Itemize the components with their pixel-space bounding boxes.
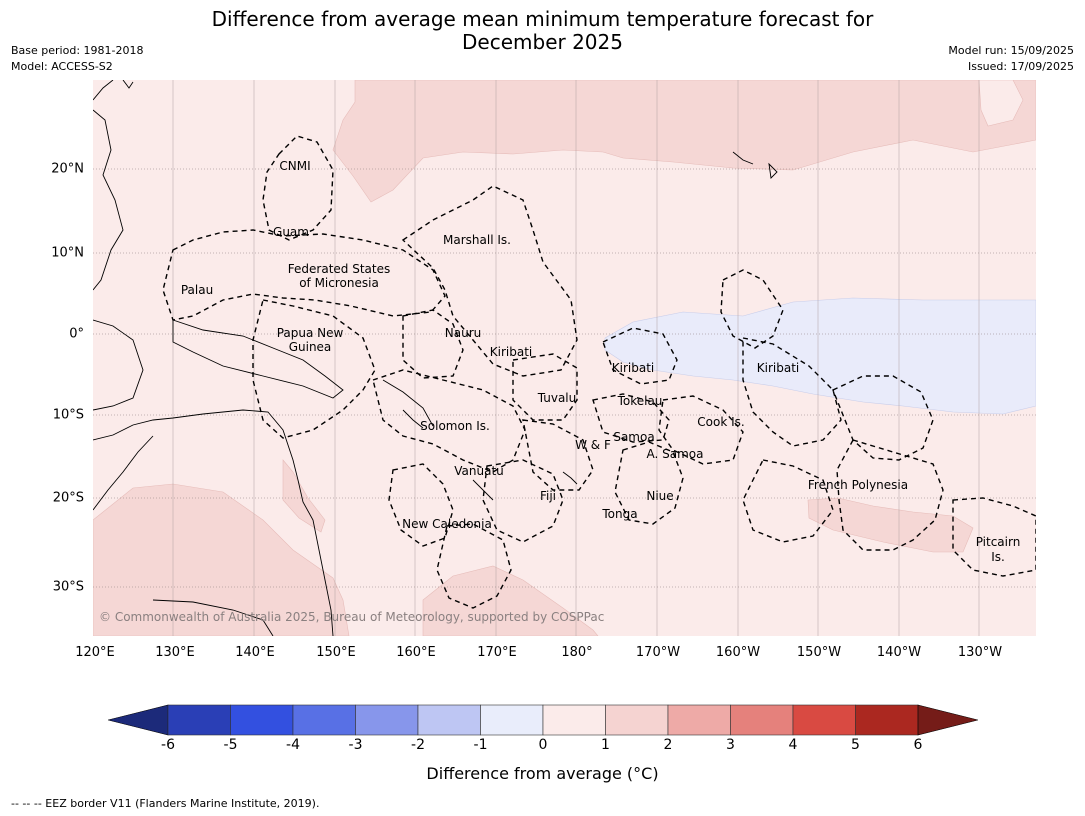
coastlines	[93, 80, 778, 636]
colorbar-bin	[855, 704, 919, 736]
label-french-polynesia: French Polynesia	[807, 478, 909, 492]
x-tick: 170°W	[635, 645, 681, 660]
colorbar-tick: 3	[726, 737, 735, 753]
x-tick: 140°W	[876, 645, 922, 660]
x-tick: 140°E	[235, 645, 275, 660]
colorbar-tick: 2	[663, 737, 673, 753]
colorbar	[108, 704, 978, 736]
x-tick: 160°W	[715, 645, 761, 660]
colorbar-tick: 6	[913, 737, 923, 753]
label-palau: Palau	[180, 283, 214, 297]
map-panel: CNMI Guam Marshall Is. Federated States …	[93, 80, 1036, 636]
y-tick: 30°S	[52, 579, 84, 595]
colorbar-tick: 5	[851, 737, 860, 753]
x-tick: 120°E	[75, 645, 115, 660]
colorbar-bin	[230, 704, 294, 736]
title-line-1: Difference from average mean minimum tem…	[211, 7, 874, 31]
y-tick: 10°N	[51, 245, 84, 261]
model-run: Model run: 15/09/2025	[948, 44, 1074, 57]
label-fiji: Fiji	[539, 489, 557, 503]
colorbar-tick: -5	[223, 737, 238, 753]
label-fsm-line2: of Micronesia	[299, 276, 379, 290]
label-pitcairn-line1: Pitcairn	[975, 535, 1021, 549]
label-niue: Niue	[646, 489, 674, 503]
base-period: Base period: 1981-2018	[11, 44, 144, 57]
label-nauru: Nauru	[444, 326, 482, 340]
x-tick: 180°	[561, 645, 593, 660]
label-pitcairn-line2: Is.	[991, 550, 1005, 564]
label-kiribati-east: Kiribati	[756, 361, 800, 375]
model-name: Model: ACCESS-S2	[11, 60, 113, 73]
colorbar-bin	[667, 704, 731, 736]
x-tick: 150°E	[316, 645, 356, 660]
anomaly-region-australia	[93, 483, 350, 636]
chart-title: Difference from average mean minimum tem…	[0, 8, 1085, 54]
colorbar-label: Difference from average (°C)	[426, 764, 659, 783]
colorbar-bin	[792, 704, 856, 736]
eez-footnote: -- -- -- EEZ border V11 (Flanders Marine…	[11, 797, 320, 810]
colorbar-tick: -1	[473, 737, 488, 753]
issued-date: Issued: 17/09/2025	[967, 60, 1074, 73]
anomaly-region-south	[422, 565, 599, 636]
label-fsm-line1: Federated States	[287, 262, 391, 276]
colorbar-bin	[605, 704, 669, 736]
colorbar-tick: 4	[788, 737, 798, 753]
colorbar-extend-low	[108, 704, 169, 736]
meta-left: Base period: 1981-2018 Model: ACCESS-S2	[11, 43, 143, 75]
colorbar-tick: 0	[538, 737, 548, 753]
label-wallis-futuna: W & F	[575, 438, 611, 452]
y-tick: 20°N	[51, 161, 84, 177]
colorbar-bin	[542, 704, 606, 736]
anomaly-region-equatorial-cool	[604, 297, 1036, 415]
label-png-line2: Guinea	[288, 340, 332, 354]
colorbar-bin	[417, 704, 481, 736]
label-solomon-is: Solomon Is.	[420, 419, 490, 433]
label-tonga: Tonga	[602, 507, 638, 521]
label-cnmi: CNMI	[279, 159, 311, 173]
y-tick: 20°S	[52, 490, 84, 506]
label-tuvalu: Tuvalu	[537, 391, 577, 405]
label-guam: Guam	[273, 225, 309, 239]
label-tokelau: Tokelau	[617, 394, 663, 408]
label-samoa: Samoa	[613, 430, 655, 444]
label-american-samoa: A. Samoa	[646, 447, 704, 461]
colorbar-tick: -2	[411, 737, 425, 753]
colorbar-tick: -4	[286, 737, 300, 753]
eez-borders	[162, 135, 1036, 609]
colorbar-tick: -6	[161, 737, 175, 753]
title-line-2: December 2025	[462, 30, 623, 54]
x-tick: 130°W	[957, 645, 1003, 660]
y-tick: 10°S	[52, 407, 84, 423]
label-kiribati-west: Kiribati	[489, 345, 533, 359]
x-tick: 170°E	[477, 645, 517, 660]
x-tick: 150°W	[796, 645, 842, 660]
anomaly-region-south-pacific	[807, 497, 974, 553]
label-cook-is: Cook Is.	[697, 415, 745, 429]
colorbar-tick: -3	[348, 737, 363, 753]
colorbar-tick: 1	[601, 737, 610, 753]
colorbar-bin	[167, 704, 231, 736]
graticule	[172, 80, 980, 636]
meta-right: Model run: 15/09/2025 Issued: 17/09/2025	[948, 43, 1074, 75]
label-vanuatu: Vanuatu	[454, 464, 504, 478]
colorbar-bin	[292, 704, 356, 736]
anomaly-patch-northeast	[978, 80, 1024, 127]
colorbar-bin	[480, 704, 544, 736]
x-tick: 130°E	[155, 645, 195, 660]
x-tick: 160°E	[396, 645, 436, 660]
colorbar-bin	[355, 704, 419, 736]
anomaly-region-coral-sea	[282, 459, 326, 533]
latitude-lines	[93, 168, 1036, 588]
label-png-line1: Papua New	[276, 326, 344, 340]
colorbar-bin	[730, 704, 794, 736]
map-svg	[93, 80, 1036, 636]
anomaly-region-north	[332, 80, 1036, 203]
label-marshall-is: Marshall Is.	[443, 233, 511, 247]
label-new-caledonia: New Caledonia	[402, 517, 492, 531]
label-kiribati-central: Kiribati	[611, 361, 655, 375]
colorbar-extend-high	[917, 704, 978, 736]
y-tick: 0°	[69, 326, 84, 342]
copyright-notice: © Commonwealth of Australia 2025, Bureau…	[99, 610, 605, 624]
